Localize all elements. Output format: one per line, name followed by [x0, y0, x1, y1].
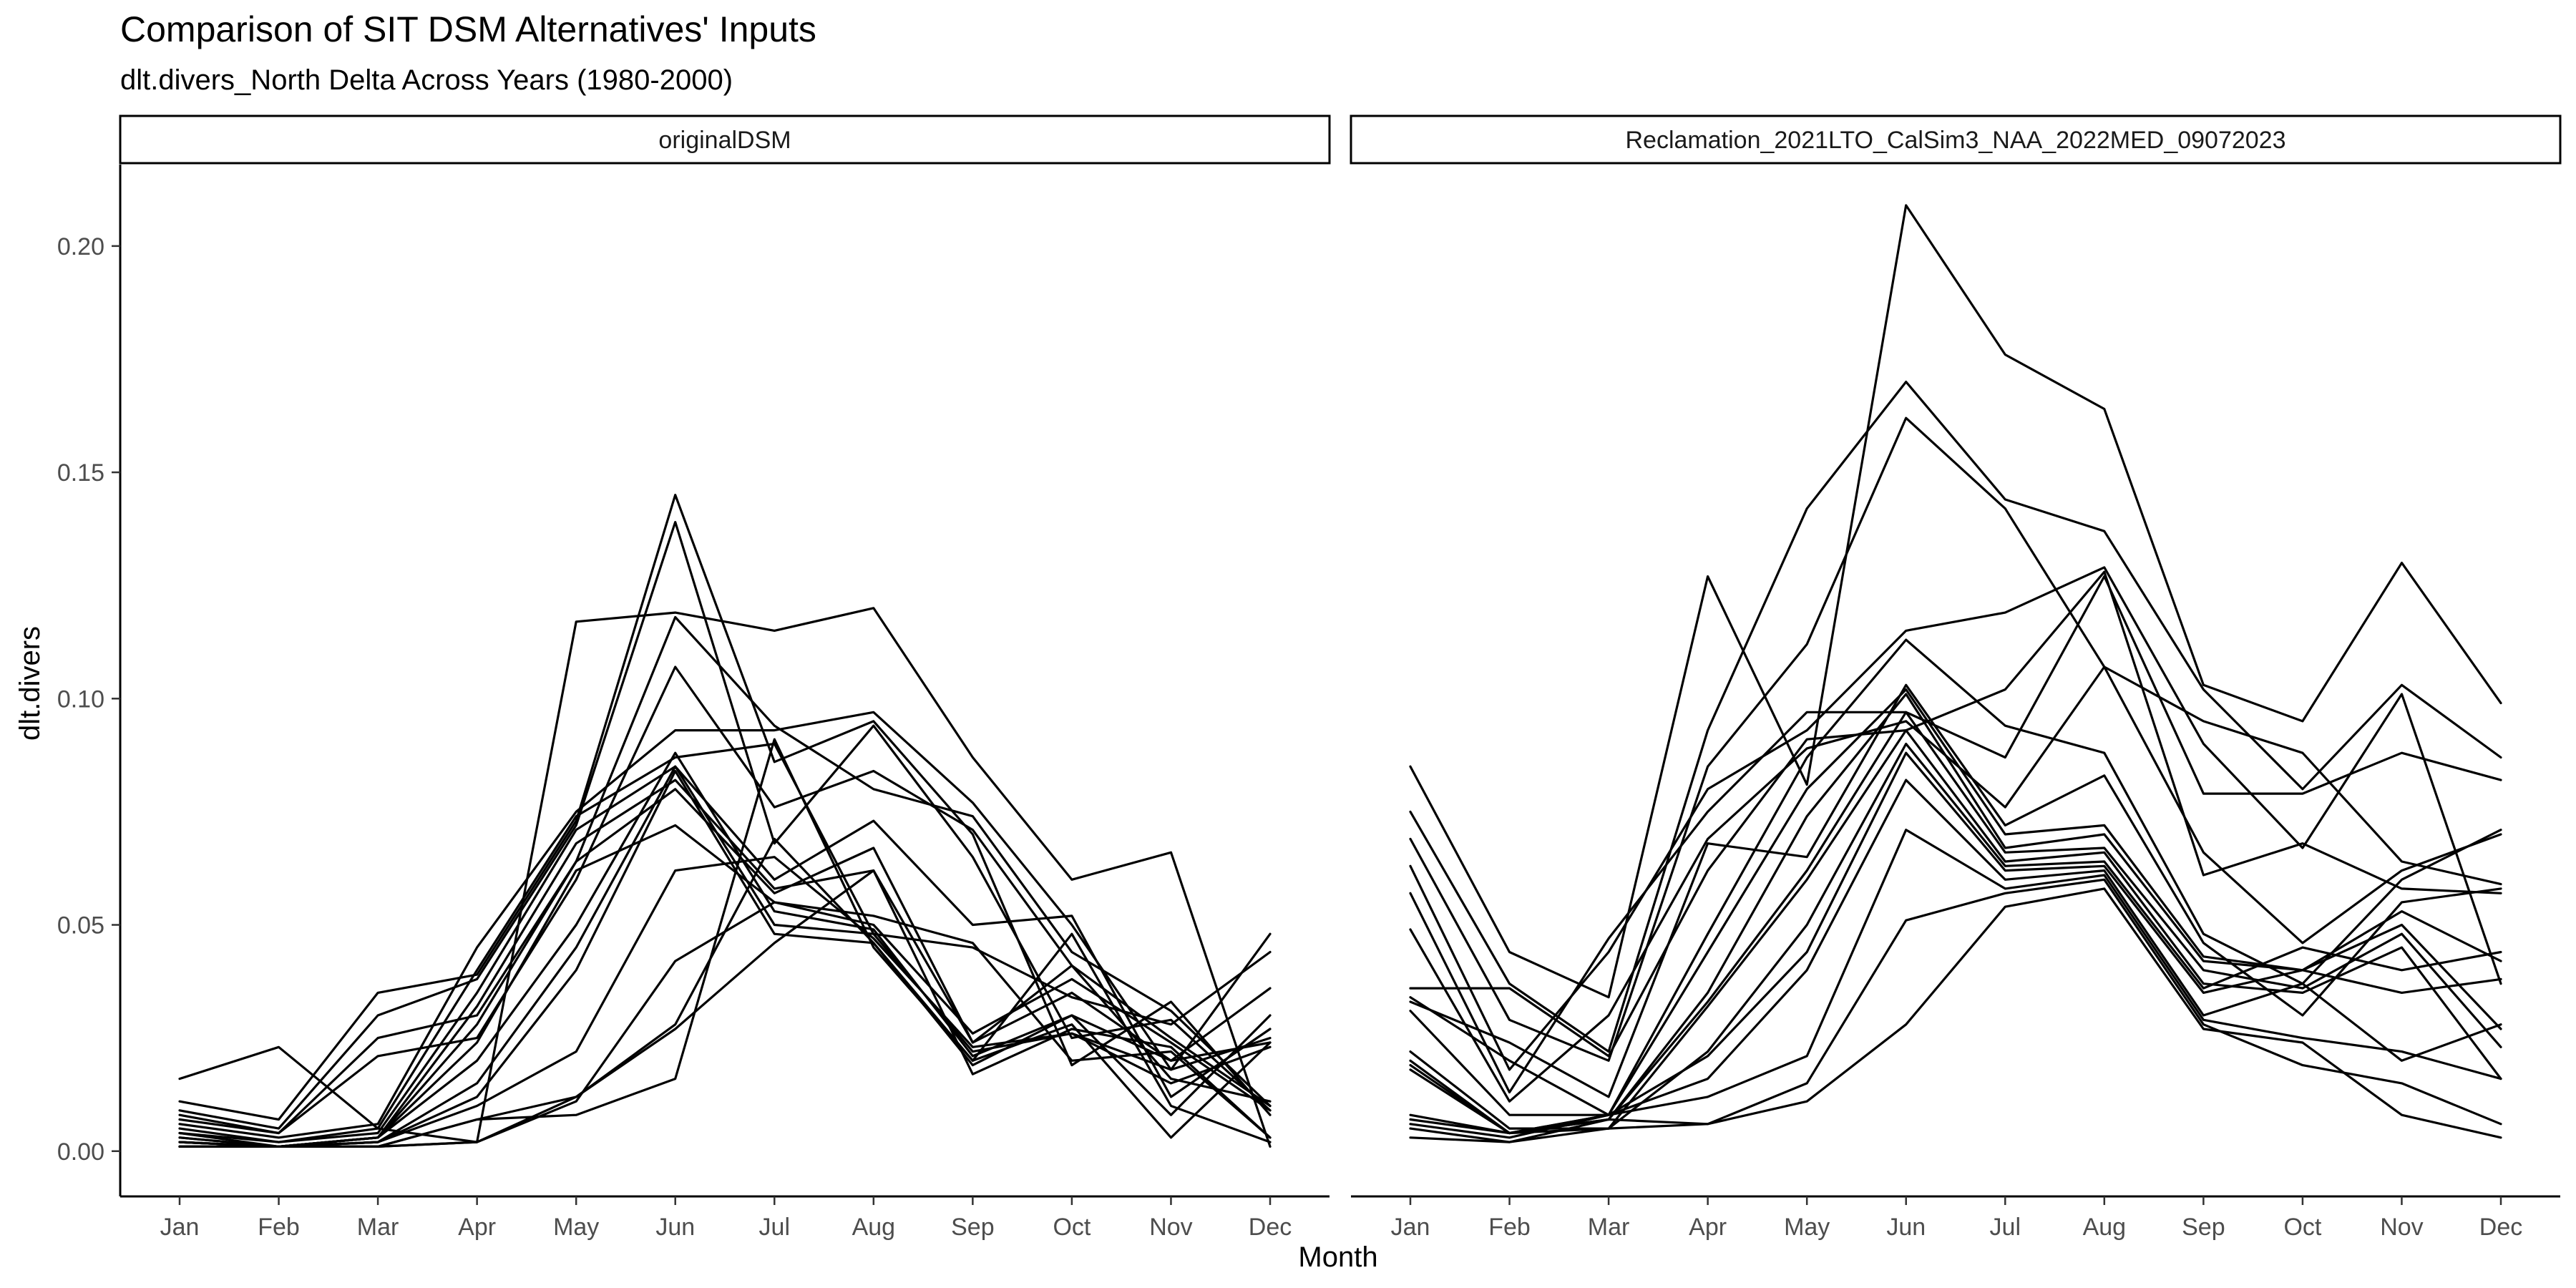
- panel-1: Reclamation_2021LTO_CalSim3_NAA_2022MED_…: [1350, 114, 2562, 1241]
- x-tick-label: Aug: [2083, 1214, 2127, 1241]
- y-tick-label: 0.10: [57, 686, 104, 713]
- x-tick-label: Aug: [852, 1214, 896, 1241]
- series-line-3: [1409, 566, 2502, 1071]
- y-tick-label: 0.05: [57, 912, 104, 940]
- chart-title: Comparison of SIT DSM Alternatives' Inpu…: [120, 9, 816, 49]
- series-line-8: [178, 779, 1272, 1148]
- x-tick-label: Feb: [1488, 1214, 1531, 1241]
- x-tick-label: Apr: [458, 1214, 496, 1241]
- x-tick-label: Jul: [759, 1214, 790, 1241]
- series-line-17: [1409, 878, 2502, 1143]
- series-line-16: [178, 738, 1272, 1148]
- series-line-0: [178, 607, 1272, 1148]
- series-line-11: [1409, 711, 2502, 1135]
- panel-0: originalDSM Jan Feb Mar Apr May Jun Jul Aug Sep Oc…: [57, 114, 1331, 1241]
- facet-strip: [119, 114, 1331, 165]
- series-line-5: [178, 711, 1272, 1139]
- series-line-6: [1409, 570, 2502, 1058]
- series-line-4: [1409, 575, 2502, 1094]
- x-tick-label: May: [553, 1214, 599, 1241]
- chart-subtitle: dlt.divers_North Delta Across Years (198…: [120, 64, 733, 96]
- y-axis-label: dlt.divers: [14, 626, 46, 741]
- series-line-16: [1409, 829, 2502, 1139]
- series-line-11: [178, 751, 1272, 1148]
- x-tick-label: Jul: [1990, 1214, 2021, 1241]
- x-tick-label: Jan: [160, 1214, 200, 1241]
- x-tick-label: Nov: [1149, 1214, 1192, 1241]
- series-line-9: [178, 788, 1272, 1148]
- x-tick-label: Mar: [1588, 1214, 1630, 1241]
- series-line-13: [178, 769, 1272, 1148]
- facet-strip: [1350, 114, 2562, 165]
- series-line-7: [178, 765, 1272, 1143]
- x-tick-label: Oct: [1053, 1214, 1091, 1241]
- series-line-2: [178, 520, 1272, 1130]
- series-line-1: [178, 494, 1272, 1121]
- y-tick-label: 0.20: [57, 233, 104, 260]
- x-tick-label: Sep: [951, 1214, 995, 1241]
- series-line-2: [1409, 416, 2502, 1062]
- x-tick-label: May: [1784, 1214, 1830, 1241]
- x-tick-label: Sep: [2182, 1214, 2225, 1241]
- x-axis-label: Month: [1298, 1241, 1377, 1273]
- series-line-6: [178, 742, 1272, 1143]
- x-tick-label: Dec: [1249, 1214, 1292, 1241]
- x-tick-label: Mar: [357, 1214, 399, 1241]
- series-line-18: [178, 869, 1272, 1148]
- y-tick-label: 0.00: [57, 1138, 104, 1166]
- facet-strip-label: originalDSM: [658, 127, 791, 154]
- series-line-0: [1409, 204, 2502, 999]
- x-tick-label: Jun: [1886, 1214, 1926, 1241]
- series-line-7: [1409, 638, 2502, 1116]
- series-line-5: [1409, 665, 2502, 1103]
- facet-panels: originalDSM Jan Feb Mar Apr May Jun Jul Aug Sep Oc…: [57, 114, 2562, 1241]
- x-tick-label: Apr: [1689, 1214, 1727, 1241]
- series-line-8: [1409, 683, 2502, 1098]
- x-tick-label: Jun: [655, 1214, 695, 1241]
- x-tick-label: Dec: [2479, 1214, 2522, 1241]
- series-line-13: [1409, 742, 2502, 1130]
- series-line-1: [1409, 380, 2502, 1053]
- x-tick-label: Feb: [258, 1214, 300, 1241]
- x-tick-label: Oct: [2283, 1214, 2321, 1241]
- facet-strip-label: Reclamation_2021LTO_CalSim3_NAA_2022MED_…: [1626, 127, 2286, 154]
- series-line-9: [1409, 688, 2502, 1116]
- series-line-4: [178, 665, 1272, 1135]
- x-tick-label: Nov: [2380, 1214, 2423, 1241]
- series-line-18: [1409, 887, 2502, 1143]
- series-line-17: [178, 901, 1272, 1148]
- x-tick-label: Jan: [1391, 1214, 1430, 1241]
- y-tick-label: 0.15: [57, 459, 104, 487]
- series-line-14: [1409, 751, 2502, 1135]
